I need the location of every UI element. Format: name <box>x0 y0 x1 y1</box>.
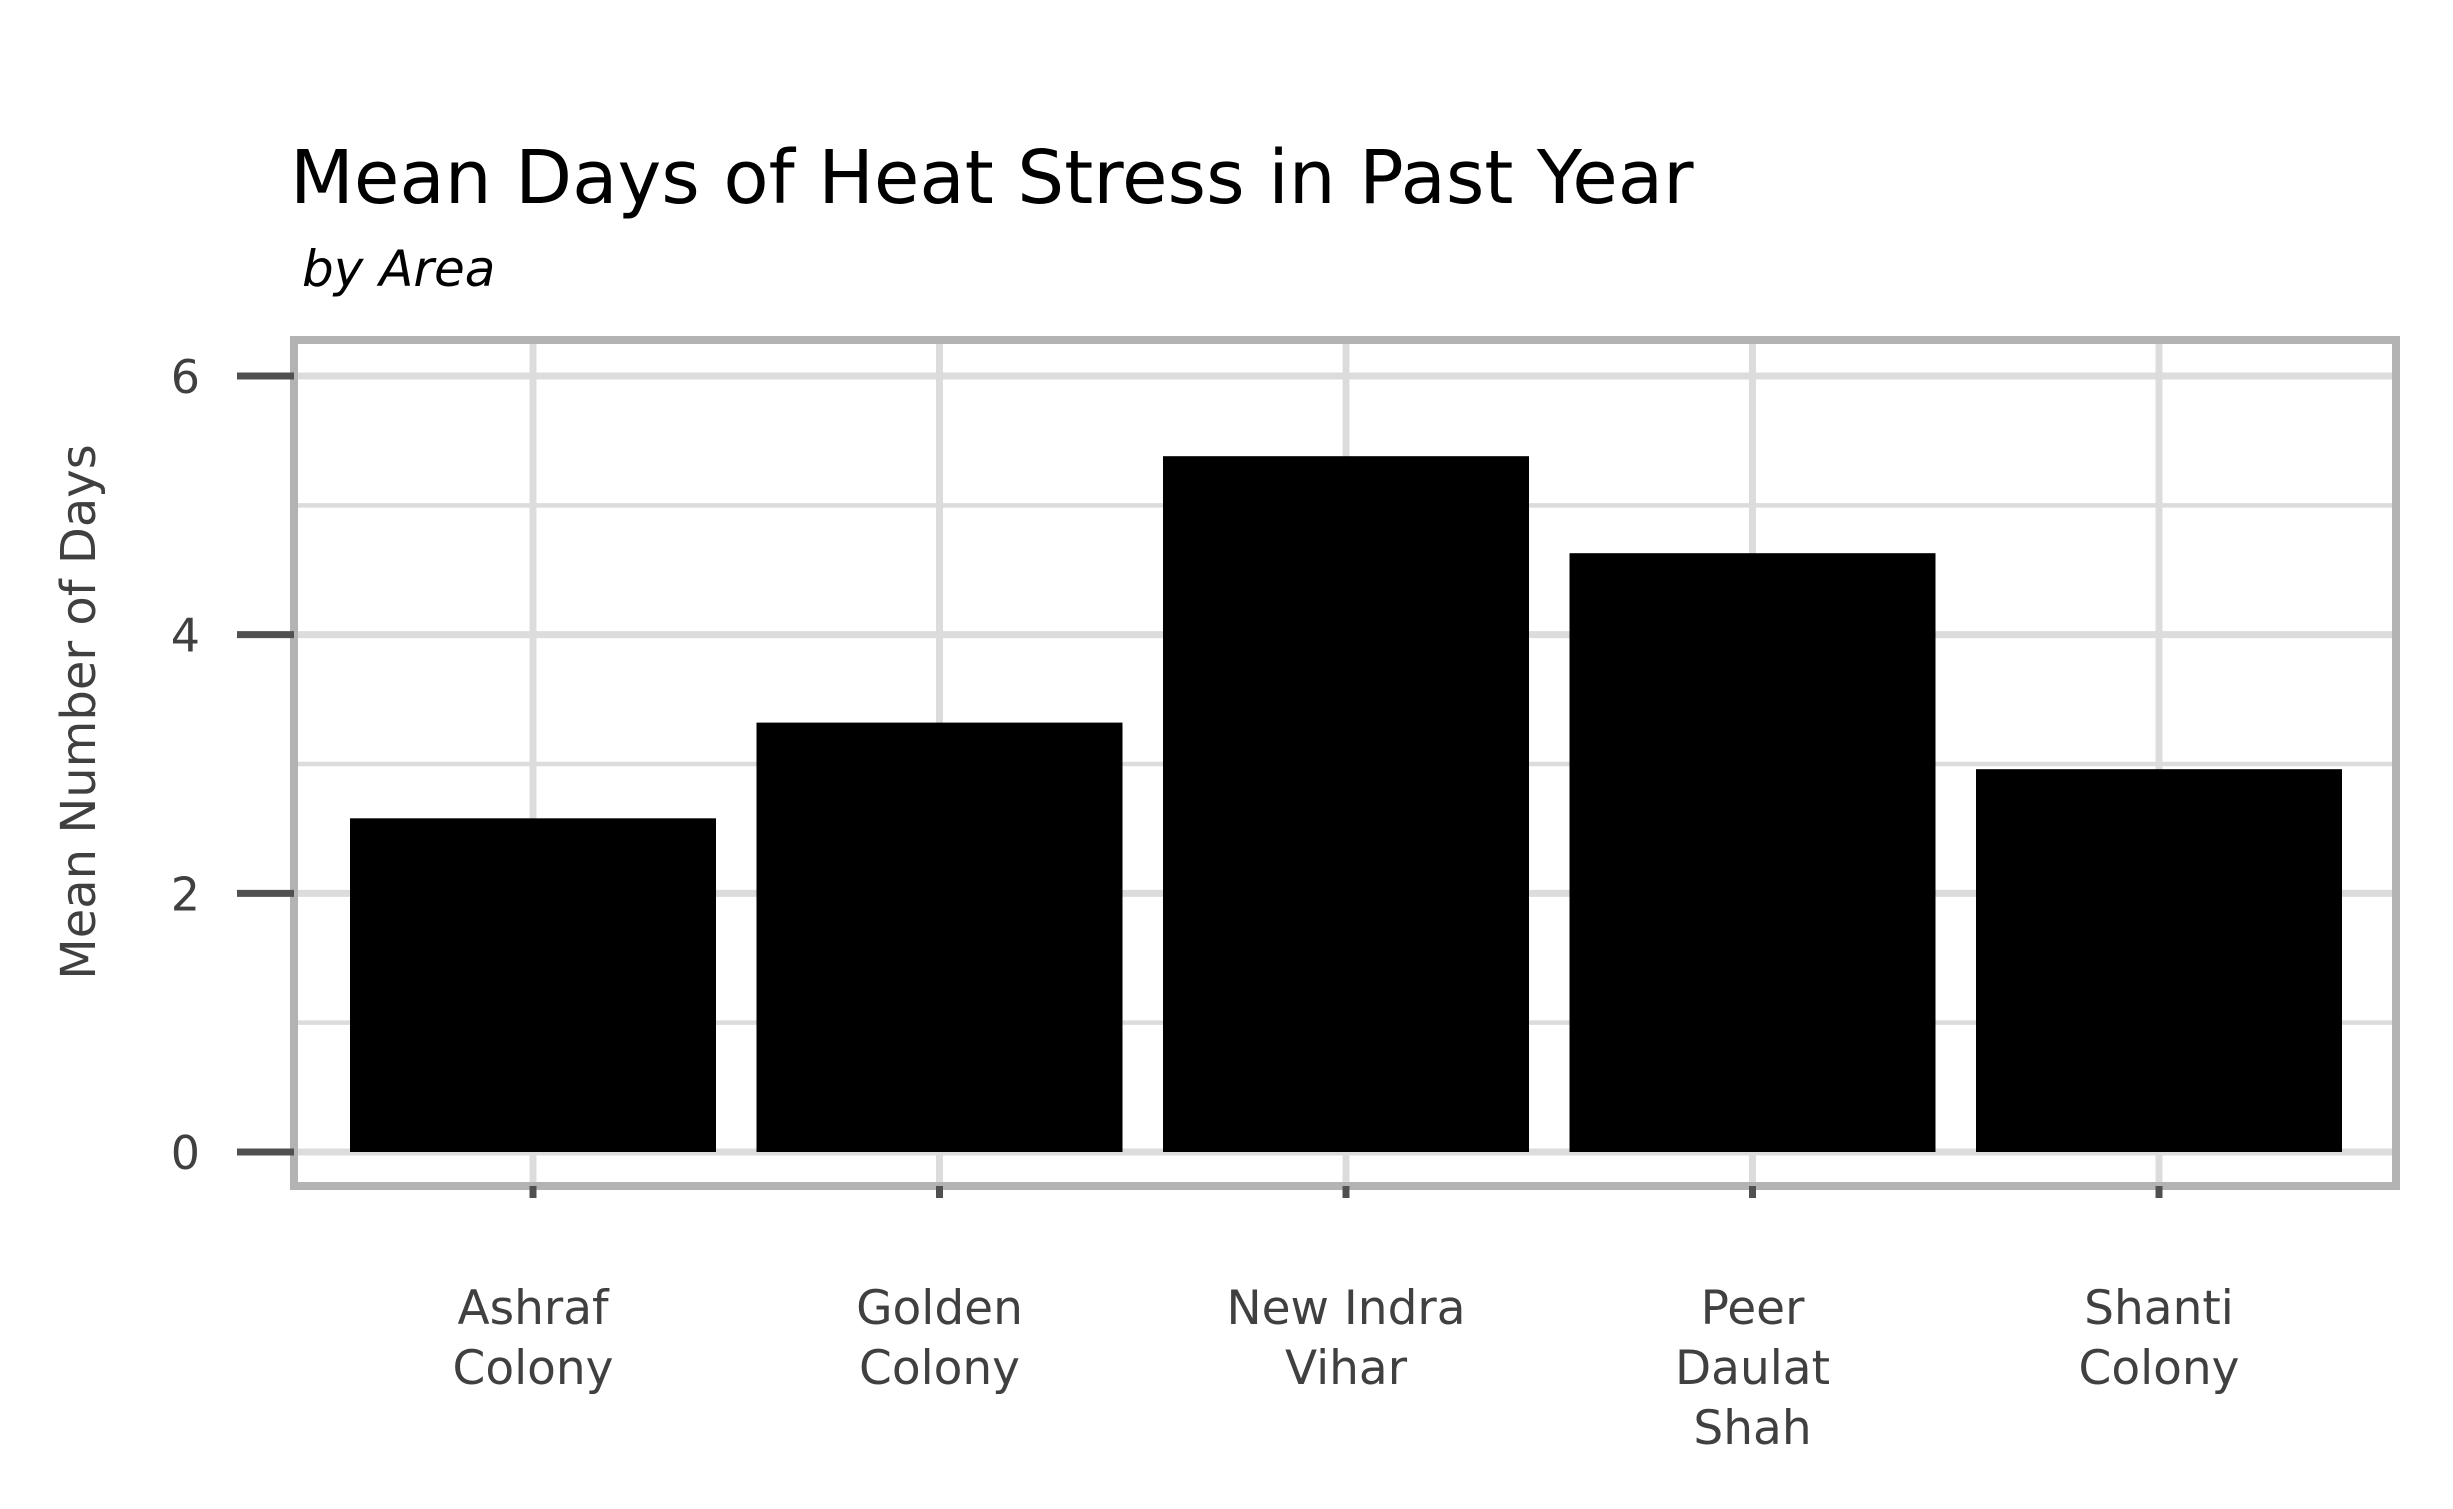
y-tick-label: 4 <box>171 609 200 663</box>
x-tick-label-line: Shah <box>1693 1401 1811 1456</box>
chart-subtitle: by Area <box>302 240 495 298</box>
x-tick-label: Shanti Colony <box>2079 1281 2240 1396</box>
y-tick-label: 2 <box>171 867 200 921</box>
chart-title: Mean Days of Heat Stress in Past Year <box>290 135 1694 221</box>
x-tick-label-line: Vihar <box>1285 1341 1408 1396</box>
x-tick-label-line: Ashraf <box>457 1281 610 1336</box>
x-tick-label-line: Colony <box>453 1341 614 1396</box>
x-tick-label-line: Colony <box>859 1341 1020 1396</box>
x-tick-label-line: Colony <box>2079 1341 2240 1396</box>
bars <box>350 456 2342 1153</box>
x-tick-label-line: Golden <box>856 1281 1023 1336</box>
bar <box>350 818 716 1152</box>
x-tick-label: Golden Colony <box>856 1281 1023 1396</box>
x-tick-label-line: Shanti <box>2084 1281 2234 1336</box>
bar <box>1163 456 1529 1153</box>
bar <box>756 722 1123 1152</box>
bar <box>1569 553 1936 1152</box>
x-tick-label: New Indra Vihar <box>1226 1281 1465 1396</box>
bar <box>1976 769 2342 1152</box>
x-tick-label-line: Daulat <box>1675 1341 1830 1396</box>
y-axis: 0 2 4 6 <box>171 350 294 1180</box>
x-tick-label-line: Peer <box>1701 1281 1805 1336</box>
y-axis-title: Mean Number of Days <box>51 444 107 979</box>
x-tick-label-line: New Indra <box>1226 1281 1465 1336</box>
y-tick-label: 0 <box>171 1126 200 1180</box>
x-tick-label: Peer Daulat Shah <box>1675 1281 1830 1456</box>
x-tick-label: Ashraf Colony <box>453 1281 614 1396</box>
y-tick-label: 6 <box>171 350 200 404</box>
